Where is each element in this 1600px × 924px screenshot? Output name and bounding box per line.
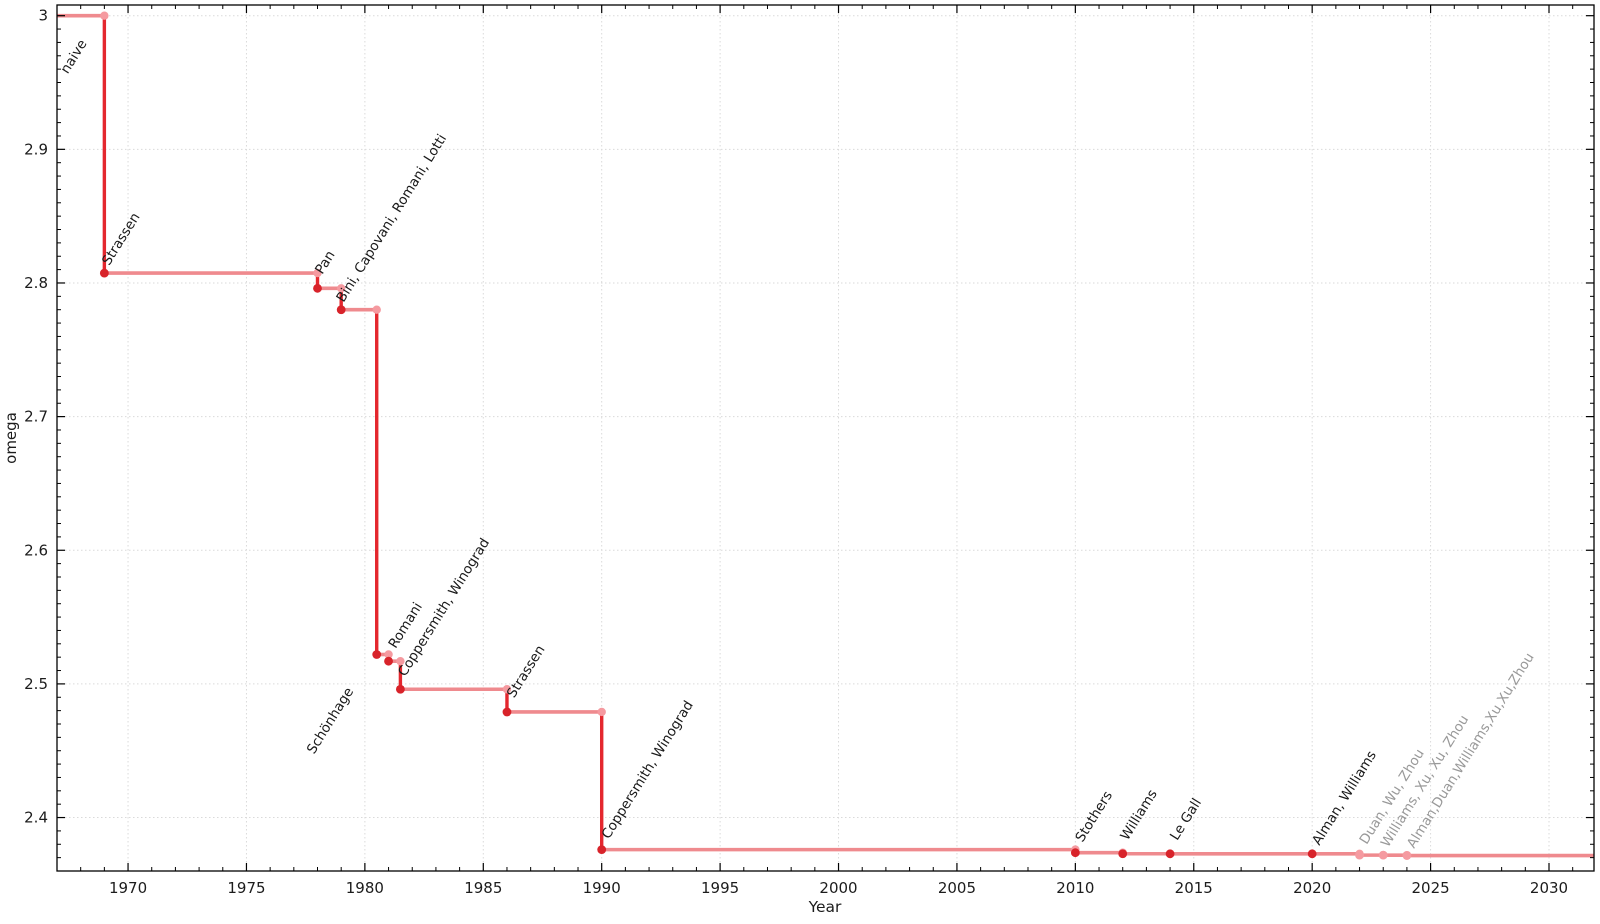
point-label: Alman,Duan,Williams,Xu,Xu,Zhou: [1404, 650, 1538, 851]
data-point-marker: [395, 684, 405, 694]
x-tick-label: 2030: [1530, 879, 1568, 897]
y-tick-label: 2.5: [24, 675, 48, 693]
corner-marker: [502, 685, 512, 694]
y-axis-label: omega: [2, 412, 20, 464]
data-point-marker: [1070, 848, 1080, 858]
data-point-marker: [1165, 849, 1175, 859]
x-tick-label: 1985: [464, 879, 502, 897]
x-axis-label: Year: [808, 898, 842, 916]
x-tick-label: 2020: [1293, 879, 1331, 897]
x-tick-label: 2000: [819, 879, 857, 897]
data-point-marker: [313, 283, 322, 293]
x-tick-label: 2025: [1411, 879, 1449, 897]
x-tick-label: 1975: [227, 879, 265, 897]
corner-marker: [313, 268, 322, 278]
markers-group: [99, 11, 1412, 860]
data-point-marker: [597, 845, 607, 855]
x-tick-label: 1995: [701, 879, 739, 897]
x-tick-label: 2015: [1175, 879, 1213, 897]
corner-marker: [396, 656, 405, 666]
corner-marker: [384, 650, 393, 659]
data-point-marker: [1307, 849, 1317, 859]
point-label: Stothers: [1072, 788, 1116, 845]
x-tick-label: 2005: [938, 879, 976, 897]
data-point-marker: [336, 305, 346, 315]
point-label: naive: [57, 37, 90, 77]
data-point-marker: [1402, 851, 1412, 860]
gridlines-group: [57, 5, 1594, 871]
corner-marker: [372, 305, 381, 314]
point-label: Williams: [1117, 787, 1161, 843]
axes-frame-group: [56, 4, 1595, 872]
point-label: Strassen: [504, 643, 549, 701]
point-label: Schönhage: [304, 685, 357, 757]
corner-marker: [597, 707, 606, 717]
y-tick-label: 2.8: [24, 274, 48, 292]
y-tick-label: 2.4: [24, 809, 48, 827]
step-line-group: [57, 13, 1594, 858]
point-label: Le Gall: [1167, 796, 1205, 844]
plot-frame: [56, 4, 1595, 872]
data-point-marker: [1118, 849, 1128, 859]
y-tick-label: 2.7: [24, 408, 48, 426]
point-label: Coppersmith, Winograd: [599, 698, 697, 842]
data-point-marker: [1355, 850, 1364, 860]
corner-marker: [336, 284, 346, 293]
point-label: Bini, Capovani, Romani, Lotti: [333, 131, 450, 305]
y-tick-label: 3: [38, 7, 48, 25]
data-point-marker: [384, 656, 393, 666]
data-point-marker: [502, 707, 512, 717]
y-tick-label: 2.9: [24, 140, 48, 158]
x-tick-label: 1990: [583, 879, 621, 897]
corner-marker: [100, 11, 109, 20]
data-point-marker: [372, 650, 382, 659]
x-tick-label: 1970: [109, 879, 147, 897]
data-point-marker: [1378, 850, 1388, 860]
x-tick-label: 2010: [1056, 879, 1094, 897]
tick-labels-group: 1970 1975 1980 1985 1990 1995 2000 2005 2010 2015…: [24, 7, 1568, 897]
x-tick-label: 1980: [346, 879, 384, 897]
y-tick-label: 2.6: [24, 541, 48, 559]
data-point-marker: [99, 268, 109, 278]
